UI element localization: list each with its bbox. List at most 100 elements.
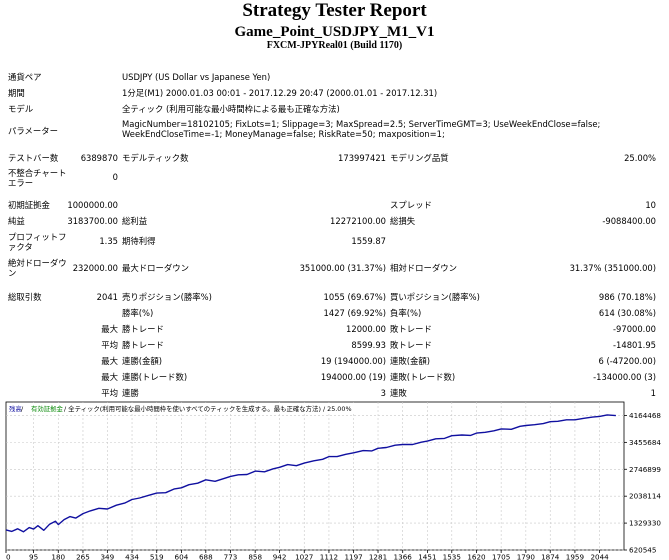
x-tick-label: 1112 <box>320 553 338 560</box>
mismatch-label: 不整合チャートエラー <box>8 168 67 188</box>
server-build: FXCM-JPYReal01 (Build 1170) <box>266 40 403 51</box>
deposit-label: 初期証拠金 <box>8 200 50 210</box>
ticks-value: 173997421 <box>338 153 386 163</box>
x-tick-label: 858 <box>248 553 262 560</box>
gross-loss-value: -9088400.00 <box>602 216 656 226</box>
win-rate-label: 勝率(%) <box>122 308 154 318</box>
ticks-label: モデルティック数 <box>122 153 189 163</box>
spread-value: 10 <box>645 200 656 210</box>
legend-bg <box>7 403 361 414</box>
profit-factor-value: 1.35 <box>99 236 118 246</box>
legend-note: / 全ティック(利用可能な最小時間枠を使いすべてのティックを生成する。最も正確な… <box>64 404 352 413</box>
total-trades-value: 2041 <box>96 292 118 302</box>
plot-frame <box>5 401 625 551</box>
consecutive-wins-amount-label: 連勝(金額) <box>122 356 163 366</box>
x-tick-label: 1705 <box>492 553 510 560</box>
deposit-value: 1000000.00 <box>67 200 118 210</box>
relative-drawdown-label: 相対ドローダウン <box>390 263 457 273</box>
consecutive-losses-count-value: -134000.00 (3) <box>593 372 656 382</box>
consecutive-losses-amount-label: 連敗(金額) <box>390 356 431 366</box>
avg-consecutive-wins-value: 3 <box>380 388 386 398</box>
x-tick-label: 1027 <box>295 553 313 560</box>
avg-loss-value: -14801.95 <box>613 340 656 350</box>
max-loss-label: 敗トレード <box>390 324 432 334</box>
avg-win-label: 勝トレード <box>122 340 164 350</box>
expected-payoff-value: 1559.87 <box>351 236 386 246</box>
x-tick-label: 1959 <box>566 553 585 560</box>
total-trades-label: 総取引数 <box>8 292 42 302</box>
spread-label: スプレッド <box>390 200 432 210</box>
consecutive-losses-count-label: 連敗(トレード数) <box>390 372 456 382</box>
avg-consecutive-losses-label: 連敗 <box>390 388 407 398</box>
long-positions-label: 買いポジション(勝率%) <box>390 292 480 302</box>
report-title: Strategy Tester Report <box>242 0 427 21</box>
gross-profit-label: 総利益 <box>122 216 148 226</box>
y-tick-label: 620545 <box>629 546 656 555</box>
absolute-drawdown-label: 絶対ドローダウン <box>8 258 67 278</box>
x-tick-label: 434 <box>125 553 139 560</box>
max-loss-value: -97000.00 <box>613 324 656 334</box>
x-tick-label: 349 <box>100 553 114 560</box>
max-label: 最大 <box>101 324 118 334</box>
y-tick-label: 3455684 <box>629 438 661 447</box>
balance-chart: 4164468 3455684 2746899 2038114 1329330 62054… <box>5 401 661 560</box>
loss-rate-label: 負率(%) <box>390 308 422 318</box>
short-positions-label: 売りポジション(勝率%) <box>122 292 212 302</box>
x-tick-label: 1790 <box>517 553 536 560</box>
x-tick-label: 265 <box>76 553 90 560</box>
avg-loss-label: 敗トレード <box>390 340 432 350</box>
y-tick-label: 2746899 <box>629 465 661 474</box>
net-profit-value: 3183700.00 <box>67 216 118 226</box>
consecutive-wins-count-value: 194000.00 (19) <box>320 372 386 382</box>
y-axis-ticks: 4164468 3455684 2746899 2038114 1329330 62054… <box>624 411 661 555</box>
x-tick-label: 1281 <box>369 553 387 560</box>
symbol-label: 通貨ペア <box>8 72 42 82</box>
max-win-label: 勝トレード <box>122 324 164 334</box>
legend-balance: 残高 <box>9 404 22 413</box>
y-tick-label: 1329330 <box>629 519 661 528</box>
max-label-2: 最大 <box>101 356 118 366</box>
max-label-3: 最大 <box>101 372 118 382</box>
x-tick-label: 688 <box>199 553 213 560</box>
legend-separator: / <box>21 405 24 413</box>
x-tick-label: 180 <box>51 553 65 560</box>
mismatch-value: 0 <box>112 172 118 182</box>
avg-win-value: 8599.93 <box>351 340 386 350</box>
consecutive-wins-count-label: 連勝(トレード数) <box>122 372 188 382</box>
x-tick-label: 2044 <box>590 553 609 560</box>
max-win-value: 12000.00 <box>346 324 386 334</box>
symbol-value: USDJPY (US Dollar vs Japanese Yen) <box>122 72 271 82</box>
net-profit-label: 純益 <box>8 216 25 226</box>
expert-name: Game_Point_USDJPY_M1_V1 <box>234 24 435 40</box>
quality-label: モデリング品質 <box>390 153 449 163</box>
y-tick-label: 4164468 <box>629 411 661 420</box>
x-tick-label: 773 <box>224 553 238 560</box>
bars-label: テストバー数 <box>8 153 59 163</box>
x-tick-label: 0 <box>6 553 11 560</box>
chart-grid <box>6 402 624 551</box>
consecutive-wins-amount-value: 19 (194000.00) <box>320 356 386 366</box>
x-tick-label: 1620 <box>467 553 486 560</box>
x-tick-label: 1535 <box>443 553 461 560</box>
gross-profit-value: 12272100.00 <box>330 216 386 226</box>
x-tick-label: 519 <box>150 553 164 560</box>
max-drawdown-value: 351000.00 (31.37%) <box>299 263 386 273</box>
short-positions-value: 1055 (69.67%) <box>323 292 386 302</box>
x-tick-label: 1197 <box>344 553 362 560</box>
period-value: 1分足(M1) 2000.01.03 00:01 - 2017.12.29 20… <box>122 88 438 98</box>
model-value: 全ティック (利用可能な最小時間枠による最も正確な方法) <box>122 104 340 114</box>
bars-value: 6389870 <box>80 153 118 163</box>
avg-consecutive-wins-label: 連勝 <box>122 388 139 398</box>
chart-series <box>5 414 616 533</box>
x-tick-label: 1366 <box>394 553 413 560</box>
loss-rate-value: 614 (30.08%) <box>598 308 656 318</box>
profit-factor-label: プロフィットファクタ <box>8 232 67 252</box>
consecutive-losses-amount-value: 6 (-47200.00) <box>598 356 656 366</box>
avg-label: 平均 <box>101 340 118 350</box>
expected-payoff-label: 期待利得 <box>122 236 156 246</box>
legend-equity: 有効証拠金 <box>31 404 64 413</box>
y-tick-label: 2038114 <box>629 492 661 501</box>
quality-value: 25.00% <box>624 153 656 163</box>
avg-consecutive-losses-value: 1 <box>650 388 656 398</box>
x-tick-label: 942 <box>273 553 287 560</box>
